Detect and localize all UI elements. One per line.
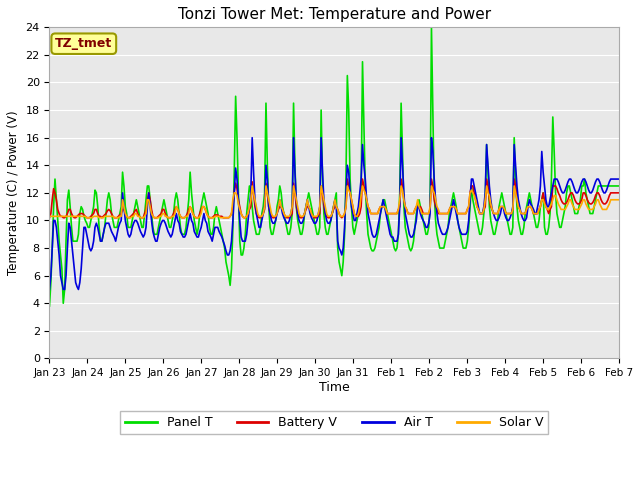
Title: Tonzi Tower Met: Temperature and Power: Tonzi Tower Met: Temperature and Power <box>178 7 491 22</box>
Text: TZ_tmet: TZ_tmet <box>55 37 113 50</box>
X-axis label: Time: Time <box>319 381 349 394</box>
Legend: Panel T, Battery V, Air T, Solar V: Panel T, Battery V, Air T, Solar V <box>120 411 548 434</box>
Y-axis label: Temperature (C) / Power (V): Temperature (C) / Power (V) <box>7 110 20 275</box>
